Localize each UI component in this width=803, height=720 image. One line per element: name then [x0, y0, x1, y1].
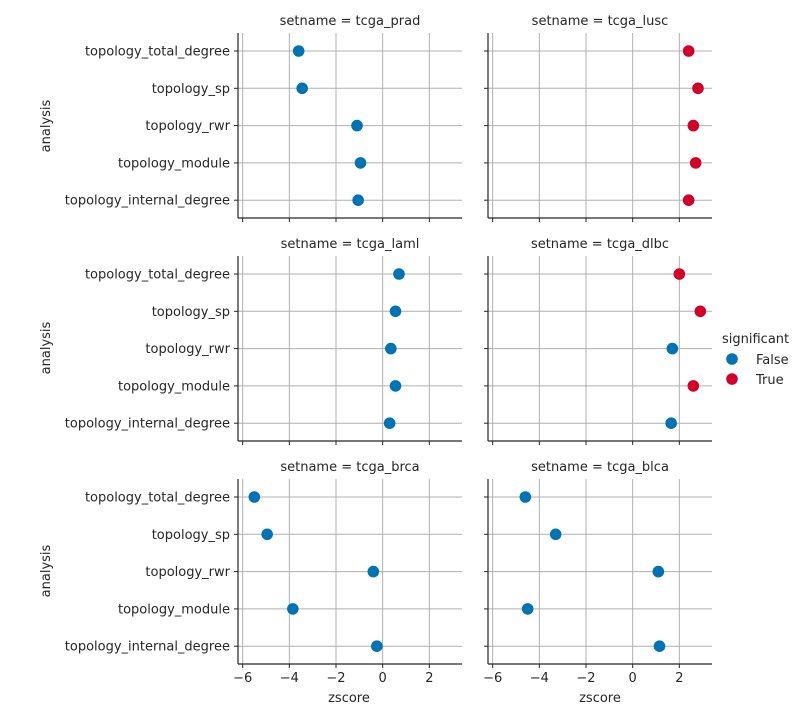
- y-tick-label: topology_sp: [152, 528, 230, 543]
- panel-title: setname = tcga_lusc: [532, 14, 669, 29]
- data-point: [351, 119, 363, 132]
- y-tick-label: topology_total_degree: [85, 45, 230, 60]
- y-tick-label: topology_internal_degree: [65, 194, 230, 209]
- panel-title: setname = tcga_brca: [280, 460, 419, 475]
- x-tick-label: 2: [425, 671, 433, 686]
- data-point: [389, 380, 402, 392]
- data-point: [653, 640, 666, 652]
- data-point: [389, 305, 402, 318]
- data-point: [682, 45, 695, 57]
- data-point: [689, 157, 702, 169]
- data-point: [687, 119, 700, 132]
- y-tick-label: topology_total_degree: [85, 268, 230, 283]
- data-point: [261, 528, 273, 541]
- legend-label-false: False: [756, 353, 789, 368]
- y-tick-label: topology_module: [118, 156, 230, 171]
- y-tick-label: topology_internal_degree: [65, 417, 230, 432]
- data-point: [367, 565, 380, 578]
- panel-title: setname = tcga_prad: [280, 14, 421, 29]
- x-tick-label: −2: [576, 671, 595, 686]
- data-point: [673, 268, 686, 280]
- data-point: [296, 82, 308, 95]
- legend: significant False True: [722, 332, 789, 388]
- legend-title: significant: [722, 332, 789, 347]
- data-point: [694, 305, 707, 318]
- y-axis-label-row3: analysis: [39, 544, 54, 597]
- data-point: [292, 45, 305, 57]
- x-tick-label: −2: [326, 671, 345, 686]
- data-point: [692, 82, 704, 95]
- y-tick-label: topology_rwr: [145, 342, 230, 357]
- data-point: [521, 603, 534, 615]
- facet-panel-2: setname = tcga_lusc: [484, 14, 712, 222]
- data-point: [393, 268, 405, 280]
- data-point: [519, 491, 532, 503]
- y-tick-label: topology_module: [118, 379, 230, 394]
- facet-panel-5: setname = tcga_brca topology_total_degree…: [65, 460, 462, 686]
- data-point: [287, 603, 299, 615]
- y-tick-label: topology_total_degree: [85, 491, 230, 506]
- x-tick-label: −4: [280, 671, 299, 686]
- panels-layer: setname = tcga_prad topology_total_degree…: [65, 14, 712, 686]
- data-point: [354, 157, 367, 169]
- x-tick-label: −4: [530, 671, 549, 686]
- data-point: [687, 380, 700, 392]
- x-tick-label: −6: [233, 671, 252, 686]
- data-point: [352, 194, 364, 206]
- data-point: [665, 417, 677, 430]
- data-point: [682, 194, 695, 206]
- facet-panel-1: setname = tcga_prad topology_total_degree…: [65, 14, 462, 222]
- legend-marker-false: [726, 353, 738, 365]
- y-tick-label: topology_internal_degree: [65, 640, 230, 655]
- facet-panel-3: setname = tcga_laml topology_total_degree…: [65, 237, 462, 445]
- x-axis-label-left: zscore: [328, 691, 370, 706]
- y-tick-label: topology_sp: [152, 82, 230, 97]
- x-axis-label-right: zscore: [579, 691, 621, 706]
- data-point: [371, 640, 383, 652]
- x-tick-label: −6: [483, 671, 502, 686]
- y-axis-label-row2: analysis: [39, 321, 54, 374]
- facet-panel-4: setname = tcga_dlbc: [484, 237, 712, 445]
- data-point: [248, 491, 261, 503]
- x-tick-label: 2: [675, 671, 683, 686]
- y-tick-label: topology_module: [118, 602, 230, 617]
- panel-title: setname = tcga_blca: [531, 460, 669, 475]
- data-point: [549, 528, 562, 541]
- legend-marker-true: [726, 373, 738, 385]
- data-point: [666, 342, 679, 355]
- panel-title: setname = tcga_laml: [281, 237, 420, 252]
- data-point: [652, 565, 665, 578]
- data-point: [383, 417, 396, 430]
- legend-label-true: True: [755, 373, 784, 388]
- data-point: [385, 342, 397, 355]
- y-tick-label: topology_rwr: [145, 565, 230, 580]
- x-tick-label: 0: [379, 671, 387, 686]
- y-tick-label: topology_rwr: [145, 119, 230, 134]
- y-axis-label-row1: analysis: [39, 99, 54, 152]
- x-tick-label: 0: [629, 671, 637, 686]
- y-tick-label: topology_sp: [152, 305, 230, 320]
- facet-panel-6: setname = tcga_blca −6 −4 −2 0 2: [483, 460, 712, 686]
- panel-title: setname = tcga_dlbc: [531, 237, 669, 252]
